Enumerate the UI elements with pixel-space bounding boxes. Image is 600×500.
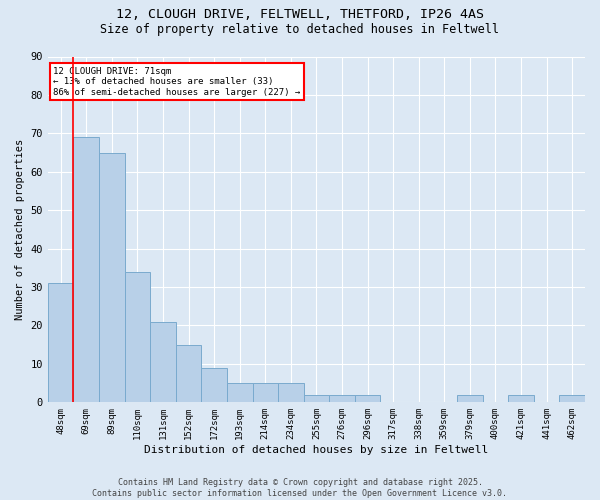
X-axis label: Distribution of detached houses by size in Feltwell: Distribution of detached houses by size … xyxy=(145,445,488,455)
Bar xyxy=(48,283,73,403)
Text: 12, CLOUGH DRIVE, FELTWELL, THETFORD, IP26 4AS: 12, CLOUGH DRIVE, FELTWELL, THETFORD, IP… xyxy=(116,8,484,20)
Bar xyxy=(253,383,278,402)
Bar xyxy=(99,152,125,402)
Bar xyxy=(329,394,355,402)
Bar xyxy=(355,394,380,402)
Bar xyxy=(508,394,534,402)
Bar xyxy=(150,322,176,402)
Bar xyxy=(457,394,482,402)
Text: Contains HM Land Registry data © Crown copyright and database right 2025.
Contai: Contains HM Land Registry data © Crown c… xyxy=(92,478,508,498)
Bar xyxy=(304,394,329,402)
Bar xyxy=(125,272,150,402)
Text: Size of property relative to detached houses in Feltwell: Size of property relative to detached ho… xyxy=(101,22,499,36)
Y-axis label: Number of detached properties: Number of detached properties xyxy=(15,139,25,320)
Bar xyxy=(278,383,304,402)
Bar xyxy=(73,137,99,402)
Bar xyxy=(176,344,202,403)
Bar xyxy=(227,383,253,402)
Text: 12 CLOUGH DRIVE: 71sqm
← 13% of detached houses are smaller (33)
86% of semi-det: 12 CLOUGH DRIVE: 71sqm ← 13% of detached… xyxy=(53,67,301,96)
Bar xyxy=(202,368,227,402)
Bar xyxy=(559,394,585,402)
